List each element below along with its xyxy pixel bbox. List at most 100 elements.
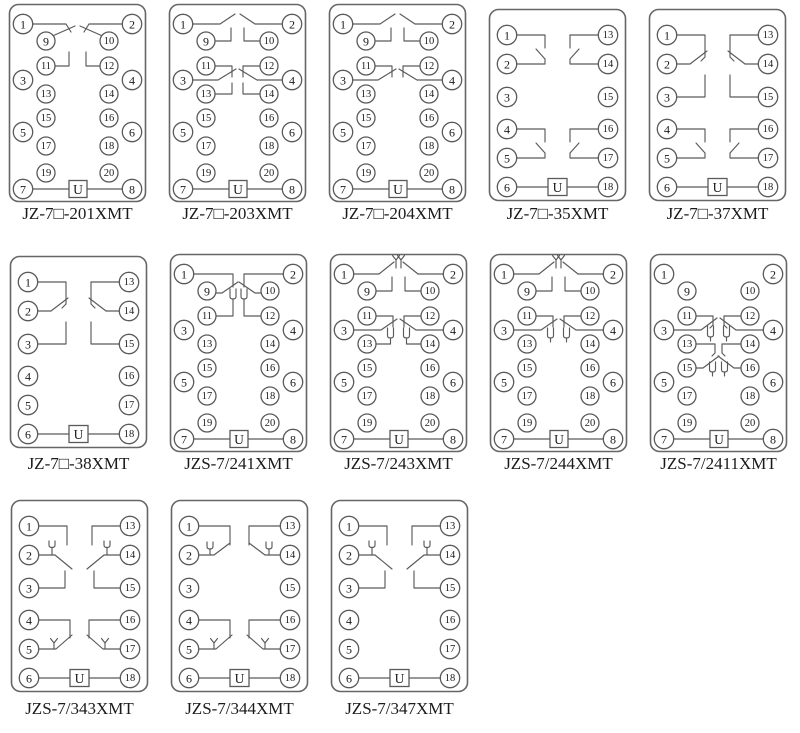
terminal-number: 10	[104, 36, 115, 47]
terminal-number: 4	[186, 614, 192, 628]
terminal-14: 14	[259, 84, 279, 104]
terminal-15: 15	[439, 577, 461, 599]
terminal-16: 16	[119, 609, 141, 631]
terminal-number: 11	[522, 311, 532, 322]
terminal-number: 10	[745, 286, 756, 297]
terminal-number: 14	[265, 339, 276, 350]
fork-contact-icon	[391, 254, 401, 269]
terminal-number: 6	[289, 126, 295, 140]
terminal-17: 17	[357, 386, 377, 406]
terminal-number: 16	[285, 615, 296, 626]
terminal-10: 10	[99, 31, 119, 51]
u-box	[707, 177, 728, 197]
terminal-number: 14	[603, 59, 614, 70]
terminal-number: 8	[289, 183, 295, 197]
terminal-number: 1	[340, 18, 346, 32]
terminal-9: 9	[357, 281, 377, 301]
terminal-3: 3	[333, 319, 355, 341]
terminal-14: 14	[260, 334, 280, 354]
terminal-number: 15	[361, 113, 372, 124]
terminal-6: 6	[17, 423, 39, 445]
terminal-diagram-svg: U 1 2 3 4 5 6 13 14 15 16 17 18	[10, 499, 149, 693]
terminal-number: 2	[25, 305, 31, 319]
terminal-3: 3	[178, 577, 200, 599]
terminal-8: 8	[762, 428, 784, 450]
terminal-number: 5	[341, 376, 347, 390]
terminal-5: 5	[653, 371, 675, 393]
terminal-13: 13	[597, 24, 619, 46]
terminal-number: 12	[425, 311, 436, 322]
terminal-2: 2	[282, 263, 304, 285]
terminal-9: 9	[677, 281, 697, 301]
terminal-13: 13	[197, 334, 217, 354]
terminal-19: 19	[517, 413, 537, 433]
fork-contact-icon	[260, 637, 270, 650]
terminal-number: 15	[124, 339, 135, 350]
terminal-number: 2	[449, 18, 455, 32]
terminal-number: 6	[290, 376, 296, 390]
terminal-number: 13	[682, 339, 693, 350]
terminal-4: 4	[656, 118, 678, 140]
voltage-u-element: U	[32, 179, 123, 199]
terminal-number: 9	[684, 285, 690, 299]
terminal-number: 6	[129, 126, 135, 140]
terminal-6: 6	[18, 667, 40, 689]
terminal-9: 9	[517, 281, 537, 301]
delay-cup-icon	[562, 327, 571, 339]
terminal-18: 18	[757, 176, 779, 198]
terminal-number: 18	[285, 673, 296, 684]
terminal-number: 13	[361, 89, 372, 100]
contact-wiring	[351, 13, 444, 81]
diagram-label: JZS-7/241XMT	[184, 454, 293, 473]
terminal-14: 14	[420, 334, 440, 354]
terminal-17: 17	[196, 136, 216, 156]
terminal-15: 15	[356, 108, 376, 128]
terminal-number: 4	[289, 74, 295, 88]
terminal-12: 12	[259, 56, 279, 76]
terminal-number: 2	[346, 549, 352, 563]
terminal-number: 1	[341, 268, 347, 282]
terminal-number: 12	[264, 61, 275, 72]
terminal-10: 10	[419, 31, 439, 51]
terminal-number: 2	[610, 268, 616, 282]
panel-border	[648, 8, 787, 202]
contact-wiring	[515, 34, 600, 159]
terminal-number: 8	[449, 183, 455, 197]
terminal-number: 8	[129, 183, 135, 197]
panel-border	[9, 255, 148, 449]
terminal-number: 5	[340, 126, 346, 140]
terminal-number: 6	[26, 672, 32, 686]
terminal-19: 19	[197, 413, 217, 433]
terminal-1: 1	[12, 13, 34, 35]
terminal-16: 16	[597, 118, 619, 140]
terminal-number: 2	[770, 268, 776, 282]
fork-contact-icon	[209, 637, 219, 650]
terminal-number: 8	[290, 433, 296, 447]
terminal-number: 5	[180, 126, 186, 140]
terminal-number: 20	[425, 418, 436, 429]
terminal-number: 19	[201, 168, 212, 179]
terminal-number: 18	[125, 673, 136, 684]
terminal-19: 19	[196, 163, 216, 183]
terminal-number: 18	[585, 391, 596, 402]
relay-pinout-diagram: U 1 2 9 10 11 12 3 4 13 14 15 16 5 6 17 18 19 20 7 8	[169, 253, 308, 453]
terminal-number: 12	[265, 311, 276, 322]
terminal-number: 13	[202, 339, 213, 350]
terminal-number: 3	[501, 324, 507, 338]
fork-contact-icon	[100, 637, 110, 650]
diagram-label: JZ-7□-37XMT	[666, 204, 769, 223]
delay-cup-icon	[103, 540, 111, 549]
u-box-label: U	[713, 180, 723, 195]
terminal-19: 19	[356, 163, 376, 183]
terminal-5: 5	[493, 371, 515, 393]
panel-border	[8, 3, 147, 203]
terminal-number: 4	[664, 123, 670, 137]
terminal-number: 4	[504, 123, 510, 137]
u-box-label: U	[75, 671, 85, 686]
terminal-15: 15	[119, 577, 141, 599]
terminal-11: 11	[36, 56, 56, 76]
